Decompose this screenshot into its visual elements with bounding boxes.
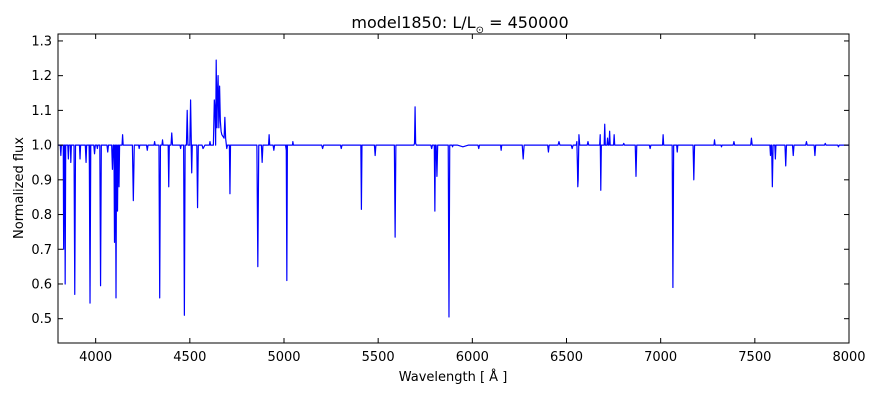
chart-title: model1850: L/L⊙ = 450000 [351, 13, 568, 36]
y-tick-label: 1.0 [31, 139, 52, 154]
x-axis-label: Wavelength [ Å ] [399, 369, 508, 385]
y-tick-label: 0.9 [31, 173, 52, 188]
series-layer [58, 59, 849, 318]
x-tick-label: 6500 [550, 350, 583, 365]
chart-title-main: model1850: L/L [351, 13, 475, 32]
spectrum-line [58, 59, 849, 318]
x-tick-label: 6000 [456, 350, 489, 365]
x-tick-label: 4500 [173, 350, 206, 365]
y-ticks: 0.5 0.6 0.7 0.8 0.9 1.0 1.1 1.2 1.3 [31, 34, 849, 327]
y-tick-label: 1.2 [31, 69, 52, 84]
y-axis-label: Normalized flux [12, 137, 27, 239]
y-tick-label: 0.8 [31, 208, 52, 223]
plot-frame [57, 33, 850, 344]
x-tick-label: 5000 [267, 350, 300, 365]
y-tick-label: 1.3 [31, 34, 52, 49]
chart-title-subscript: ⊙ [476, 25, 484, 36]
x-tick-label: 7500 [738, 350, 771, 365]
y-tick-label: 1.1 [31, 104, 52, 119]
y-tick-label: 0.5 [31, 312, 52, 327]
x-tick-label: 7000 [644, 350, 677, 365]
x-tick-label: 8000 [832, 350, 865, 365]
y-tick-label: 0.7 [31, 243, 52, 258]
y-tick-label: 0.6 [31, 277, 52, 292]
x-tick-label: 4000 [79, 350, 112, 365]
chart-title-rest: = 450000 [484, 13, 569, 32]
x-ticks: 4000 4500 5000 5500 6000 6500 7000 7500 8000 [79, 34, 866, 365]
x-tick-label: 5500 [362, 350, 395, 365]
